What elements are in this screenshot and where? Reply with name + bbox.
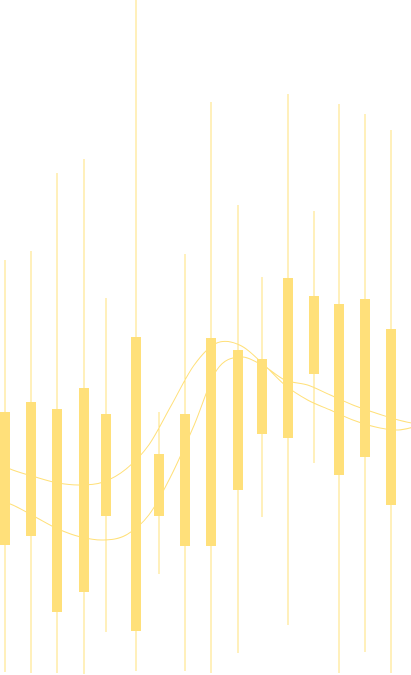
candle-body-4: [79, 388, 89, 592]
candle-body-13: [309, 296, 319, 374]
wick-layer: [4, 0, 392, 674]
candle-body-16: [386, 329, 396, 505]
candle-body-5: [101, 414, 111, 516]
candle-body-layer: [0, 278, 396, 631]
candle-body-14: [334, 304, 344, 475]
candle-body-3: [52, 409, 62, 612]
candle-body-15: [360, 299, 370, 457]
candle-body-1: [0, 412, 10, 545]
candle-body-2: [26, 402, 36, 536]
candle-body-6: [131, 337, 141, 631]
candle-body-12: [283, 278, 293, 438]
candle-body-11: [257, 359, 267, 434]
candle-body-8: [180, 414, 190, 546]
candle-body-10: [233, 350, 243, 490]
candle-body-9: [206, 338, 216, 546]
candle-body-7: [154, 454, 164, 516]
